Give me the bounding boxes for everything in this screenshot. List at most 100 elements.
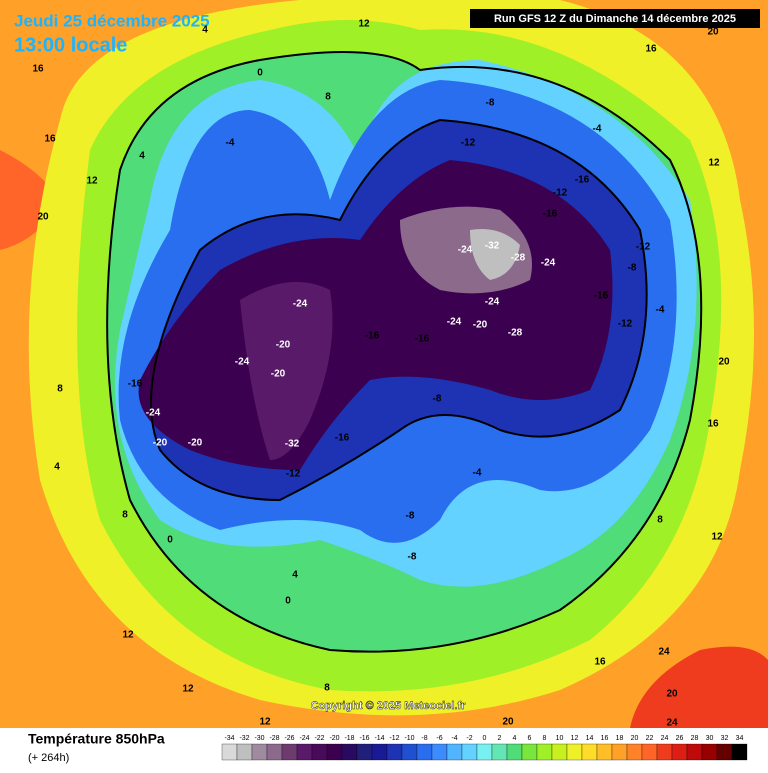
contour-label: -8 bbox=[406, 511, 415, 522]
contour-label: -20 bbox=[153, 438, 168, 449]
scale-swatch bbox=[611, 743, 628, 761]
contour-label: -4 bbox=[473, 468, 482, 479]
contour-label: -8 bbox=[408, 552, 417, 563]
contour-label: 4 bbox=[202, 25, 208, 36]
contour-label: -20 bbox=[276, 340, 291, 351]
contour-label: -24 bbox=[293, 299, 308, 310]
scale-swatch bbox=[356, 743, 373, 761]
scale-label: 24 bbox=[661, 735, 669, 742]
map-title: Température 850hPa bbox=[28, 731, 165, 747]
contour-label: 20 bbox=[502, 717, 514, 728]
scale-swatch bbox=[671, 743, 688, 761]
contour-label: 0 bbox=[285, 596, 291, 607]
scale-swatch bbox=[566, 743, 583, 761]
scale-swatch bbox=[476, 743, 493, 761]
contour-label: -24 bbox=[447, 317, 462, 328]
zone bbox=[240, 282, 333, 460]
scale-label: -10 bbox=[404, 735, 414, 742]
scale-label: 30 bbox=[706, 735, 714, 742]
contour-label: 12 bbox=[708, 158, 720, 169]
contour-label: 4 bbox=[54, 462, 60, 473]
contour-label: -12 bbox=[461, 138, 476, 149]
scale-swatch bbox=[551, 743, 568, 761]
scale-swatch bbox=[536, 743, 553, 761]
contour-label: 20 bbox=[666, 689, 678, 700]
scale-swatch bbox=[581, 743, 598, 761]
scale-label: 16 bbox=[601, 735, 609, 742]
contour-label: 12 bbox=[711, 532, 723, 543]
contour-label: -16 bbox=[594, 291, 609, 302]
scale-swatch bbox=[731, 743, 748, 761]
run: Run GFS 12 Z du Dimanche 14 décembre 202… bbox=[494, 13, 736, 25]
lead-time: (+ 264h) bbox=[28, 752, 69, 764]
contour-label: 16 bbox=[32, 64, 44, 75]
scale-swatch bbox=[401, 743, 418, 761]
scale-label: -4 bbox=[451, 735, 457, 742]
zone bbox=[470, 229, 520, 280]
contour-label: 8 bbox=[57, 384, 63, 395]
scale-label: 18 bbox=[616, 735, 624, 742]
contour-label: -20 bbox=[473, 320, 488, 331]
scale-swatch bbox=[416, 743, 433, 761]
scale-swatch bbox=[221, 743, 238, 761]
scale-label: -32 bbox=[239, 735, 249, 742]
contour-label: -16 bbox=[575, 175, 590, 186]
scale-label: 2 bbox=[498, 735, 502, 742]
contour-label: -12 bbox=[636, 242, 651, 253]
scale-label: 14 bbox=[586, 735, 594, 742]
contour-label: -16 bbox=[365, 331, 380, 342]
contour-label: 12 bbox=[182, 684, 194, 695]
contour-label: -24 bbox=[235, 357, 250, 368]
contour-label: 12 bbox=[358, 19, 370, 30]
contour-label: -24 bbox=[485, 297, 500, 308]
scale-swatch bbox=[521, 743, 538, 761]
scale-swatch bbox=[341, 743, 358, 761]
scale-label: -22 bbox=[314, 735, 324, 742]
scale-swatch bbox=[431, 743, 448, 761]
scale-swatch bbox=[641, 743, 658, 761]
scale-swatch bbox=[596, 743, 613, 761]
scale-swatch bbox=[686, 743, 703, 761]
scale-swatch bbox=[296, 743, 313, 761]
scale-swatch bbox=[251, 743, 268, 761]
scale-label: -6 bbox=[436, 735, 442, 742]
scale-label: 8 bbox=[543, 735, 547, 742]
run-box bbox=[470, 9, 760, 28]
scale-label: -28 bbox=[269, 735, 279, 742]
contour-label: 8 bbox=[324, 683, 330, 694]
contour-label: 8 bbox=[122, 510, 128, 521]
scale-swatch bbox=[491, 743, 508, 761]
copyright: Copyright © 2025 Meteociel.fr bbox=[311, 700, 467, 712]
contour-label: -8 bbox=[628, 263, 637, 274]
scale-label: 10 bbox=[556, 735, 564, 742]
scale-swatch bbox=[311, 743, 328, 761]
contour-label: -16 bbox=[415, 334, 430, 345]
color-scale: -34 -32 -30 -28 -26 -24 -22 -20 -18 -16 -14 -12 -10-… bbox=[221, 735, 748, 761]
scale-swatch bbox=[701, 743, 718, 761]
contour-label: -28 bbox=[508, 328, 523, 339]
contour-label: 0 bbox=[167, 535, 173, 546]
contour-labels: -24-20-24-20-16 -16-24 -20-28-24-24 -32-28-… bbox=[32, 19, 730, 729]
contour-label: -4 bbox=[656, 305, 665, 316]
scale-swatch bbox=[506, 743, 523, 761]
contour-label: -32 bbox=[485, 241, 500, 252]
contour-label: -24 bbox=[458, 245, 473, 256]
scale-label: 6 bbox=[528, 735, 532, 742]
scale-swatch bbox=[281, 743, 298, 761]
contour bbox=[150, 118, 648, 502]
scale-swatch bbox=[461, 743, 478, 761]
scale-label: -24 bbox=[299, 735, 309, 742]
scale-label: 20 bbox=[631, 735, 639, 742]
contour-label: 20 bbox=[37, 212, 49, 223]
contour-label: -24 bbox=[146, 408, 161, 419]
contour-label: -4 bbox=[593, 124, 602, 135]
contour-label: 16 bbox=[594, 657, 606, 668]
contour-label: -20 bbox=[271, 369, 286, 380]
contour-label: 4 bbox=[292, 570, 298, 581]
scale-label: 12 bbox=[571, 735, 579, 742]
contour-label: -16 bbox=[128, 379, 143, 390]
contour-label: 16 bbox=[44, 134, 56, 145]
scale-label: 22 bbox=[646, 735, 654, 742]
scale-label: 28 bbox=[691, 735, 699, 742]
